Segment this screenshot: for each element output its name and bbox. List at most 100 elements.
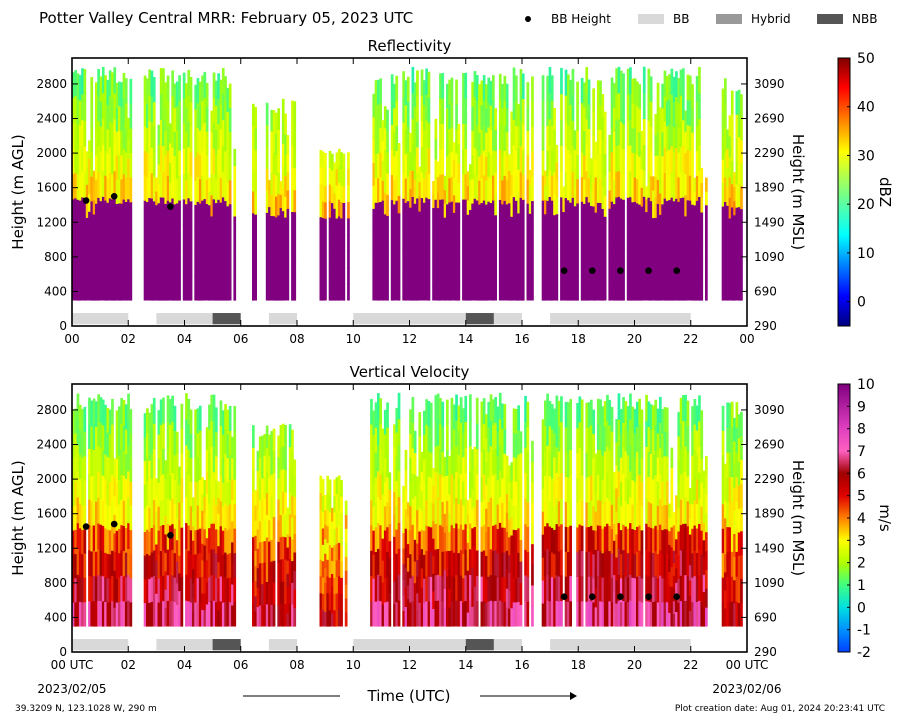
heatmap-cell: [390, 199, 394, 226]
heatmap-cell: [471, 488, 474, 509]
heatmap-cell: [95, 251, 98, 277]
heatmap-cell: [92, 550, 96, 576]
heatmap-cell: [629, 574, 632, 601]
heatmap-cell: [113, 588, 117, 608]
heatmap-cell: [377, 393, 380, 420]
heatmap-cell: [548, 601, 552, 627]
heatmap-cell: [386, 576, 389, 602]
heatmap-cell: [78, 503, 82, 529]
heatmap-cell: [546, 522, 549, 549]
heatmap-cell: [217, 481, 220, 498]
heatmap-cell: [95, 106, 98, 132]
heatmap-cell: [166, 446, 170, 473]
heatmap-cell: [143, 125, 147, 151]
heatmap-cell: [254, 565, 257, 582]
heatmap-cell: [196, 275, 200, 301]
heatmap-cell: [203, 71, 207, 98]
heatmap-cell: [386, 109, 389, 132]
heatmap-cell: [665, 504, 669, 530]
heatmap-cell: [733, 487, 736, 511]
heatmap-cell: [83, 69, 87, 96]
heatmap-cell: [633, 457, 637, 482]
heatmap-cell: [76, 471, 80, 498]
heatmap-cell: [531, 200, 534, 226]
heatmap-cell: [347, 185, 350, 202]
heatmap-cell: [503, 453, 507, 479]
heatmap-cell: [203, 528, 207, 546]
heatmap-cell: [668, 249, 671, 276]
heatmap-cell: [268, 219, 271, 234]
heatmap-cell: [423, 410, 426, 436]
heatmap-cell: [684, 471, 687, 499]
heatmap-cell: [372, 231, 376, 255]
heatmap-cell: [148, 436, 151, 461]
heatmap-cell: [672, 76, 676, 103]
heatmap-cell: [740, 185, 743, 210]
heatmap-cell: [642, 222, 646, 249]
heatmap-cell: [446, 600, 449, 627]
heatmap-cell: [640, 243, 644, 263]
heatmap-cell: [684, 549, 687, 576]
heatmap-cell: [528, 213, 532, 229]
heatmap-cell: [443, 231, 447, 246]
heatmap-cell: [599, 600, 602, 627]
heatmap-cell: [166, 497, 170, 524]
heatmap-cell: [645, 600, 648, 627]
heatmap-cell: [124, 275, 128, 301]
heatmap-cell: [344, 542, 348, 557]
heatmap-cell: [198, 454, 202, 480]
heatmap-cell: [663, 553, 667, 578]
heatmap-cell: [615, 534, 618, 558]
heatmap-cell: [569, 226, 572, 252]
heatmap-cell: [270, 517, 274, 540]
heatmap-cell: [578, 396, 582, 423]
heatmap-cell: [659, 473, 662, 500]
heatmap-cell: [88, 211, 91, 230]
heatmap-cell: [379, 176, 382, 202]
heatmap-cell: [457, 405, 461, 431]
heatmap-cell: [335, 250, 339, 268]
heatmap-cell: [99, 473, 103, 500]
heatmap-cell: [702, 487, 706, 506]
heatmap-cell: [215, 528, 218, 554]
heatmap-cell: [395, 407, 399, 433]
heatmap-cell: [578, 549, 582, 576]
heatmap-cell: [726, 526, 729, 552]
heatmap-cell: [228, 528, 232, 554]
heatmap-cell: [72, 578, 75, 603]
heatmap-cell: [675, 71, 678, 98]
heatmap-cell: [441, 224, 445, 250]
heatmap-cell: [72, 482, 75, 507]
heatmap-cell: [185, 444, 188, 472]
heatmap-cell: [88, 524, 91, 551]
heatmap-cell: [372, 139, 376, 163]
heatmap-cell: [452, 453, 456, 479]
heatmap-cell: [587, 128, 591, 154]
heatmap-cell: [286, 281, 290, 301]
heatmap-cell: [649, 601, 653, 627]
heatmap-cell: [226, 409, 230, 435]
heatmap-cell: [85, 250, 89, 268]
heatmap-cell: [688, 488, 692, 504]
heatmap-cell: [187, 248, 191, 275]
heatmap-cell: [83, 146, 87, 173]
heatmap-cell: [196, 78, 200, 104]
heatmap-cell: [647, 145, 651, 172]
heatmap-cell: [724, 499, 727, 519]
heatmap-cell: [90, 450, 94, 477]
heatmap-cell: [185, 470, 188, 498]
heatmap-cell: [649, 478, 653, 504]
heatmap-cell: [510, 132, 514, 154]
heatmap-cell: [508, 170, 511, 188]
heatmap-cell: [342, 267, 346, 285]
heatmap-cell: [185, 276, 188, 301]
heatmap-cell: [288, 603, 292, 627]
heatmap-cell: [728, 502, 732, 528]
heatmap-cell: [423, 530, 426, 555]
heatmap-cell: [695, 454, 699, 480]
heatmap-cell: [169, 260, 172, 281]
heatmap-cell: [395, 175, 399, 201]
heatmap-cell: [705, 588, 708, 608]
heatmap-cell: [383, 149, 387, 172]
heatmap-cell: [217, 224, 220, 251]
